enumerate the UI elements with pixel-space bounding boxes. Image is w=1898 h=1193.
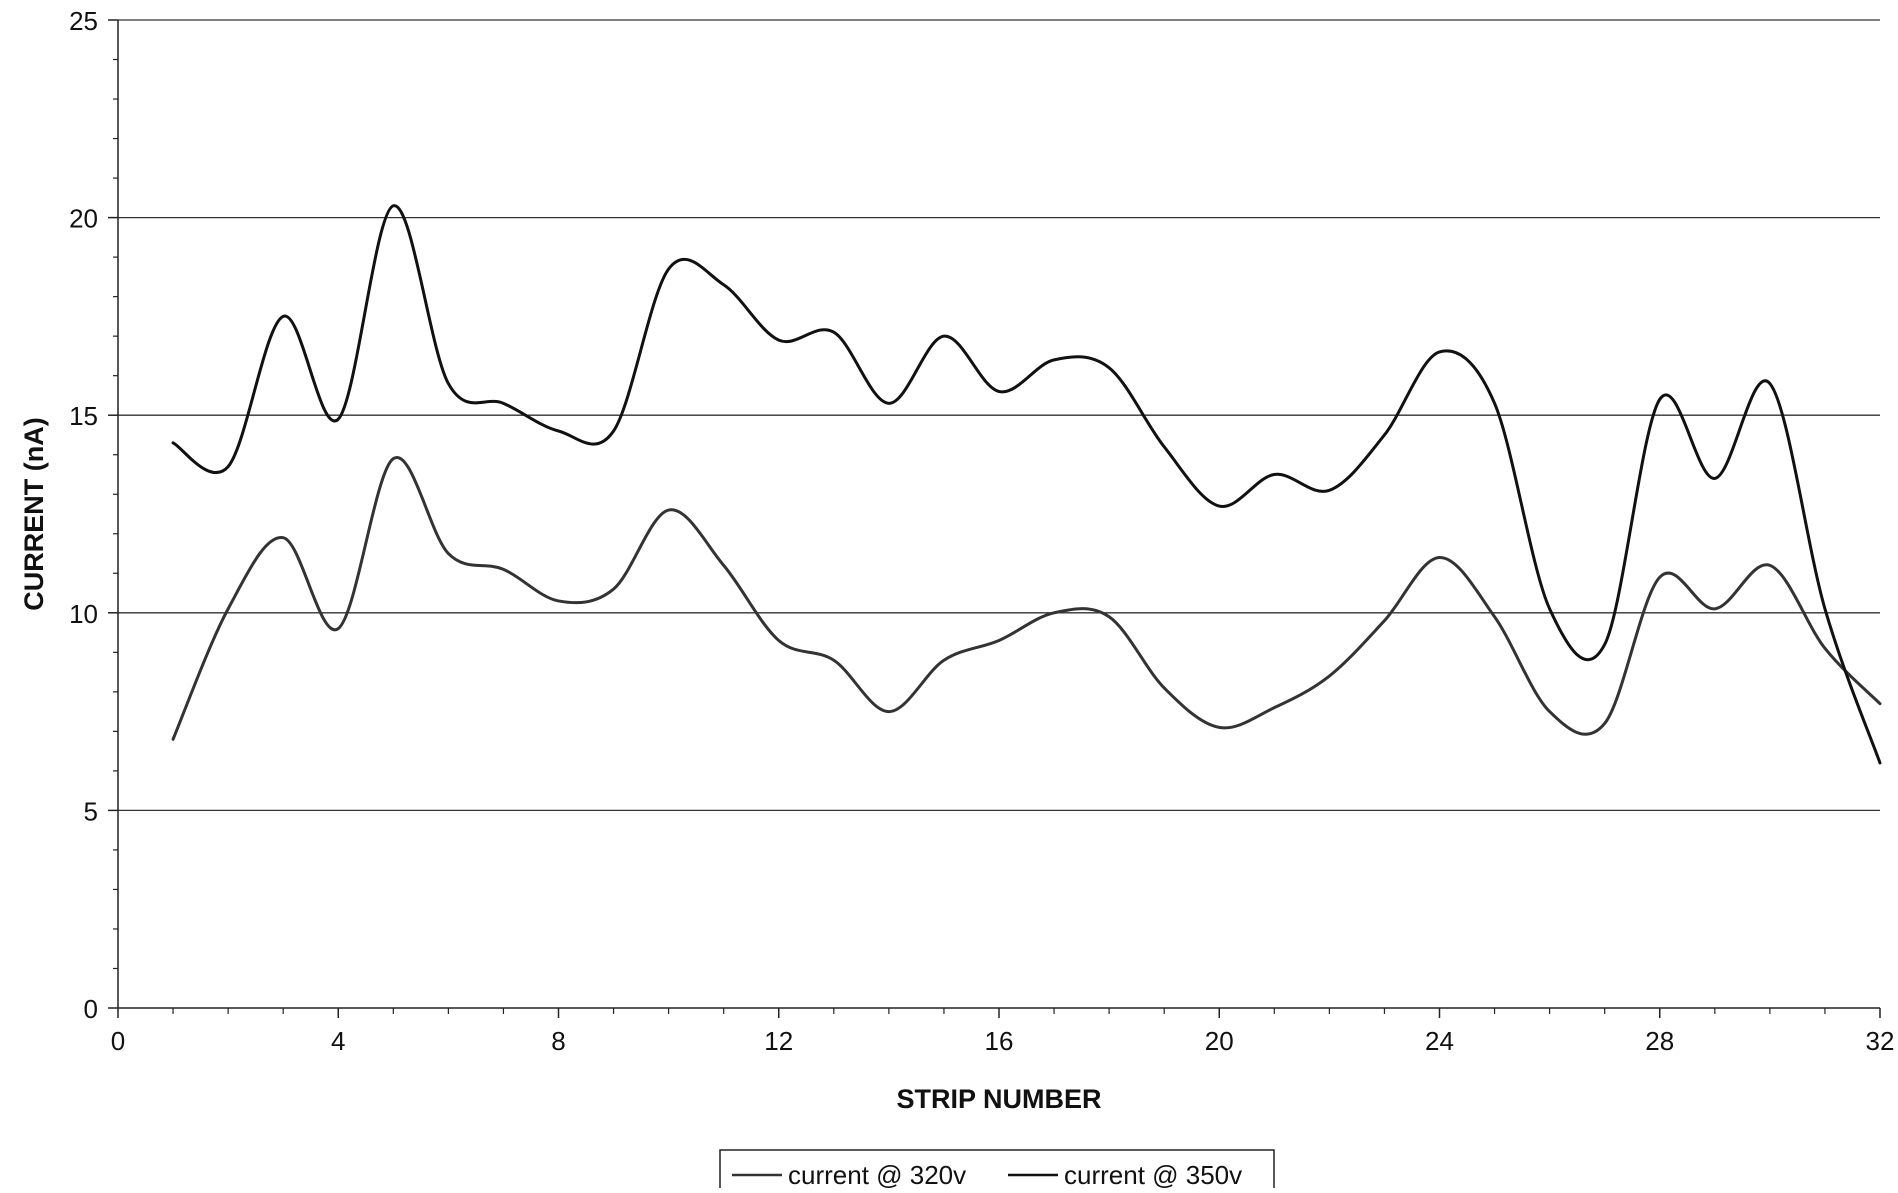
x-tick-label: 24 [1425,1026,1454,1056]
legend: current @ 320v current @ 350v [719,1149,1275,1193]
legend-label: current @ 320v [788,1160,966,1188]
x-tick-label: 20 [1205,1026,1234,1056]
x-tick-label: 12 [764,1026,793,1056]
series-lines [171,204,1882,765]
x-tick-label: 32 [1866,1026,1895,1056]
y-tick-label: 15 [69,401,98,431]
x-tick-label: 16 [985,1026,1014,1056]
legend-items: current @ 320v current @ 350v [732,1160,1242,1190]
series-line-2 [171,204,1882,765]
y-tick-label: 10 [69,599,98,629]
gridlines [118,19,1880,812]
legend-box [719,1149,1275,1193]
y-axis-title: CURRENT (nA) [19,417,49,610]
y-tick-label: 0 [84,994,98,1024]
series-line-1 [171,456,1882,741]
x-axis-title: STRIP NUMBER [896,1084,1101,1114]
y-tick-label: 25 [69,6,98,36]
legend-label: current @ 350v [1064,1160,1242,1188]
x-tick-label: 0 [111,1026,125,1056]
x-tick-label: 8 [551,1026,565,1056]
y-tick-label: 5 [84,796,98,826]
axes [117,20,1880,1009]
x-tick-label: 4 [331,1026,345,1056]
ticks: 0 5 10 15 20 25 0 4 8 12 16 20 24 28 32 [69,6,1894,1056]
y-tick-label: 20 [69,204,98,234]
x-tick-label: 28 [1645,1026,1674,1056]
